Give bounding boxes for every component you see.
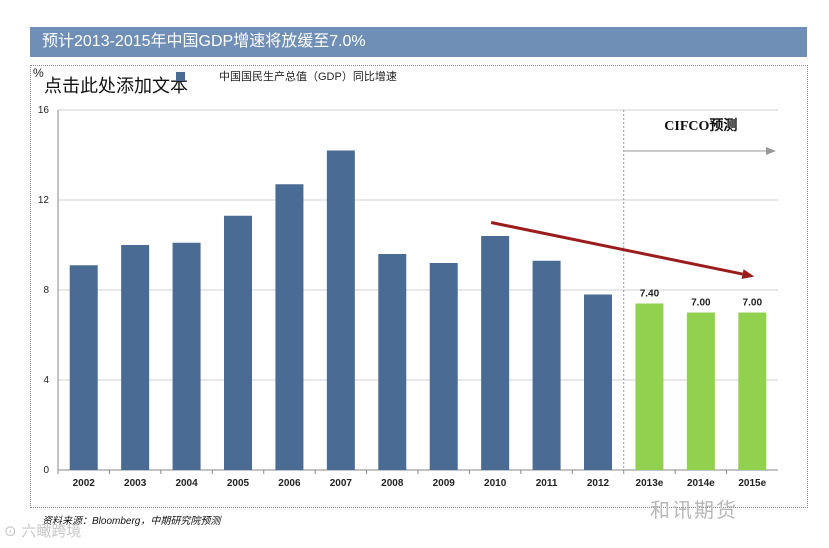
bar-2006 xyxy=(275,184,304,470)
x-tick-label: 2007 xyxy=(330,478,353,489)
placeholder-text[interactable]: 点击此处添加文本 xyxy=(44,76,188,97)
x-tick-label: 2008 xyxy=(381,478,404,489)
watermark-left: ⊙ 六瞰跨境 xyxy=(4,522,82,540)
data-label: 7.40 xyxy=(640,289,660,300)
y-tick-label: 8 xyxy=(43,285,49,296)
x-tick-label: 2006 xyxy=(278,478,301,489)
bar-2004 xyxy=(172,242,201,470)
bar-2002 xyxy=(69,265,98,470)
x-tick-label: 2005 xyxy=(227,478,250,489)
chart-legend: 中国国民生产总值（GDP）同比增速 xyxy=(176,68,397,84)
x-tick-label: 2015e xyxy=(738,478,766,489)
source-note: 资料来源：Bloomberg，中期研究院预测 xyxy=(42,516,221,527)
x-tick-label: 2009 xyxy=(433,478,456,489)
y-tick-label: 16 xyxy=(38,105,50,116)
bar-2005 xyxy=(224,215,252,470)
bar-2009 xyxy=(429,263,458,470)
x-tick-label: 2014e xyxy=(687,478,715,489)
text-placeholder-frame[interactable] xyxy=(30,65,808,508)
bar-2007 xyxy=(326,150,355,470)
y-tick-label: 12 xyxy=(38,195,50,206)
slide-title: 预计2013-2015年中国GDP增速将放缓至7.0% xyxy=(30,27,807,57)
x-tick-label: 2011 xyxy=(536,478,558,489)
data-label: 7.00 xyxy=(743,298,763,309)
x-tick-label: 2012 xyxy=(587,478,610,489)
bar-2010 xyxy=(481,236,510,470)
bar-2013e xyxy=(635,303,664,470)
x-tick-label: 2003 xyxy=(124,478,147,489)
bar-2014e xyxy=(686,312,715,470)
x-tick-label: 2004 xyxy=(175,478,198,489)
forecast-annotation: CIFCO预测 xyxy=(664,117,737,134)
data-label: 7.00 xyxy=(691,298,711,309)
bar-2008 xyxy=(378,254,407,470)
bar-2012 xyxy=(584,294,612,470)
x-tick-label: 2013e xyxy=(636,478,664,489)
bar-2003 xyxy=(121,245,150,470)
bar-2011 xyxy=(532,260,561,470)
y-tick-label: 4 xyxy=(43,375,49,386)
y-tick-label: 0 xyxy=(43,465,49,476)
trend-arrow-line xyxy=(490,221,743,276)
legend-swatch xyxy=(176,71,185,81)
watermark-right: 和讯期货 xyxy=(650,498,738,522)
trend-arrow-head xyxy=(741,269,755,279)
y-axis-unit: % xyxy=(33,66,44,80)
x-tick-label: 2010 xyxy=(484,478,507,489)
bar-2015e xyxy=(738,312,767,470)
x-tick-label: 2002 xyxy=(73,478,96,489)
forecast-range-arrowhead xyxy=(766,147,776,155)
legend-label: 中国国民生产总值（GDP）同比增速 xyxy=(219,71,397,83)
